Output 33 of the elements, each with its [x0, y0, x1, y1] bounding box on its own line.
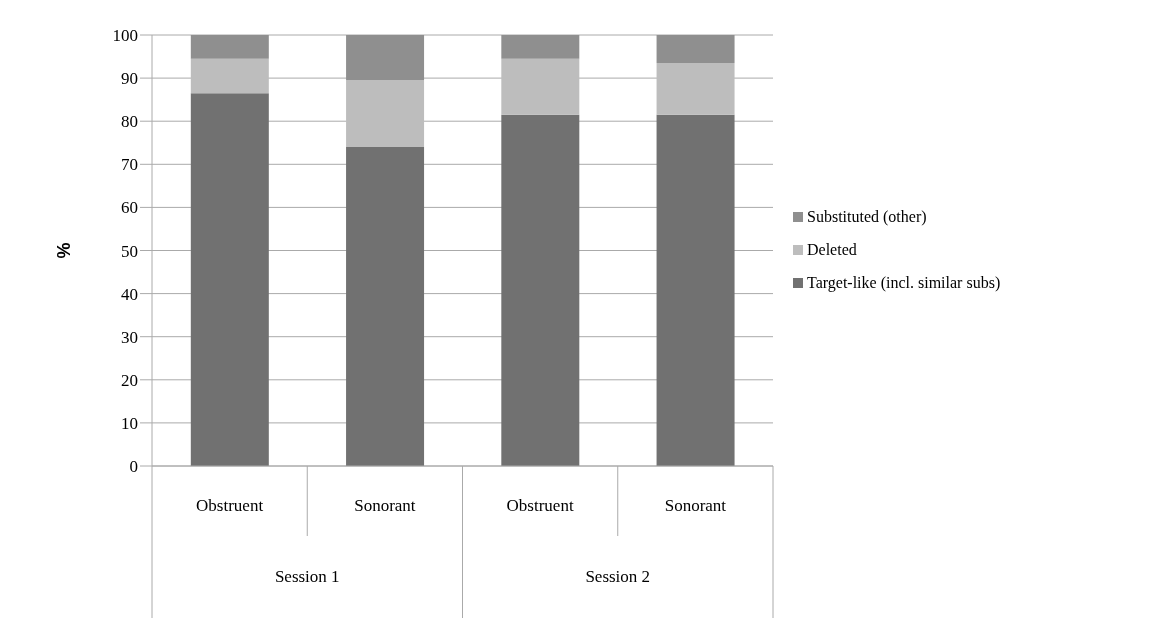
bar — [346, 80, 425, 148]
bar — [501, 35, 580, 59]
bar — [656, 63, 735, 115]
bar — [501, 114, 580, 466]
bar — [346, 35, 425, 81]
y-tick-label: 50 — [121, 241, 138, 261]
bar — [190, 35, 269, 59]
bar — [656, 114, 735, 466]
y-tick-label: 0 — [129, 457, 138, 477]
x-tick-label: Sonorant — [354, 496, 416, 515]
y-tick-label: 60 — [121, 198, 138, 218]
y-axis-title: % — [54, 242, 74, 259]
legend-label: Target-like (incl. similar subs) — [807, 274, 1001, 292]
bar — [346, 147, 425, 466]
y-tick-label: 80 — [121, 112, 138, 132]
legend-label: Substituted (other) — [807, 208, 927, 226]
text: Session 2 — [585, 567, 651, 586]
x-tick-label: Obstruent — [506, 496, 574, 515]
x-tick-label: Obstruent — [196, 496, 264, 515]
bar — [190, 93, 269, 466]
bar — [190, 58, 269, 94]
y-tick-label: 30 — [121, 327, 138, 347]
y-tick-label: 40 — [121, 284, 138, 304]
text: Session 1 — [274, 567, 340, 586]
bar — [656, 35, 735, 64]
bar — [501, 58, 580, 115]
y-tick-label: 10 — [121, 413, 138, 433]
y-tick-label: 20 — [121, 370, 138, 390]
legend-label: Deleted — [807, 241, 857, 259]
x-tick-label: Sonorant — [664, 496, 727, 515]
y-tick-label: 100 — [112, 26, 138, 46]
y-tick-label: 90 — [121, 69, 138, 89]
y-tick-label: 70 — [121, 155, 138, 175]
